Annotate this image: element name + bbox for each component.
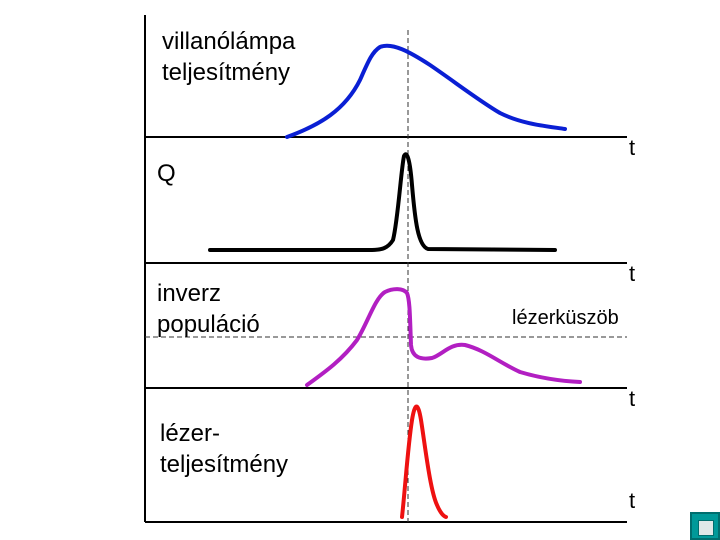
flashlamp-power-curve xyxy=(285,43,567,139)
time-axis-label-4: t xyxy=(629,488,636,513)
laser-power-curve xyxy=(400,404,448,519)
laser-power-label-line1: lézer- xyxy=(160,420,221,447)
time-axis-label-3: t xyxy=(629,386,636,411)
slideshow-nav-icon[interactable] xyxy=(690,512,720,540)
laser-power-label: lézer- teljesítmény xyxy=(160,418,288,480)
laser-power-label-line2: teljesítmény xyxy=(160,451,289,478)
q-switch-curve xyxy=(208,152,557,252)
threshold-label: lézerküszöb xyxy=(512,307,619,329)
inversion-label-line1: inverz xyxy=(157,280,222,307)
inversion-label-line2: populáció xyxy=(157,311,260,338)
time-axis-label-1: t xyxy=(629,135,636,160)
time-axis-label-2: t xyxy=(629,261,636,286)
inversion-label: inverz populáció xyxy=(157,278,260,340)
flashlamp-label-line2: teljesítmény xyxy=(162,59,291,86)
flashlamp-label-line1: villanólámpa xyxy=(162,28,296,55)
q-label: Q xyxy=(157,160,176,187)
inversion-population-curve xyxy=(305,287,582,387)
flashlamp-label: villanólámpa teljesítmény xyxy=(162,26,295,88)
nav-box-inner xyxy=(698,520,714,536)
